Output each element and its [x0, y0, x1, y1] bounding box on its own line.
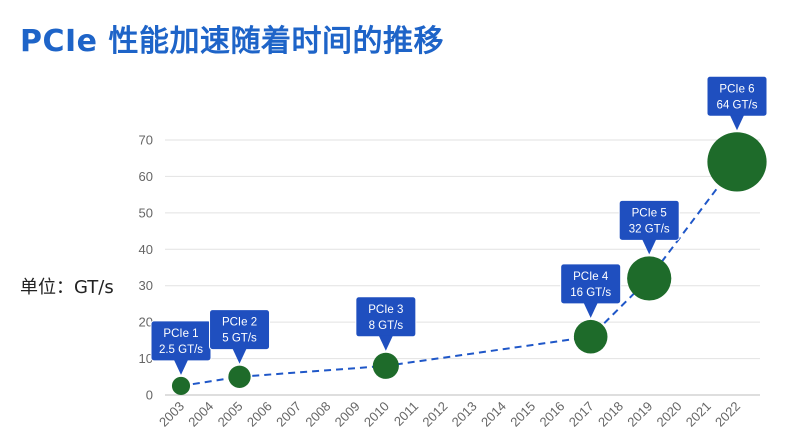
- callout-pointer: [730, 115, 744, 131]
- x-tick-label: 2011: [391, 399, 421, 429]
- callout-pointer: [232, 348, 247, 364]
- callout-pointer: [378, 335, 393, 351]
- callout-label: PCIe 1: [163, 328, 198, 340]
- callout-value: 32 GT/s: [629, 223, 670, 235]
- callout-value: 64 GT/s: [717, 99, 758, 111]
- data-point-pcie-5: [627, 256, 672, 301]
- callout-value: 2.5 GT/s: [159, 344, 203, 356]
- data-points: [171, 132, 767, 395]
- data-point-pcie-3: [372, 352, 399, 379]
- x-tick-label: 2018: [595, 399, 626, 430]
- x-tick-label: 2009: [332, 399, 363, 430]
- data-point-pcie-2: [228, 365, 251, 388]
- data-point-pcie-6: [707, 132, 767, 192]
- callout-pointer: [583, 302, 598, 318]
- y-axis-ticks: 0 10 20 30 40 50 60 70: [139, 133, 153, 403]
- y-tick-label: 70: [139, 133, 153, 148]
- x-tick-label: 2014: [478, 399, 509, 430]
- callout-pointer: [642, 239, 657, 255]
- data-point-pcie-4: [573, 319, 608, 354]
- x-tick-label: 2017: [566, 399, 597, 430]
- x-tick-label: 2003: [156, 399, 187, 430]
- x-tick-label: 2005: [215, 399, 246, 430]
- x-tick-label: 2004: [185, 399, 216, 430]
- y-tick-label: 60: [139, 169, 153, 184]
- callout-label: PCIe 3: [368, 304, 403, 316]
- y-tick-label: 50: [139, 205, 153, 220]
- y-tick-label: 20: [139, 315, 153, 330]
- callout-label: PCIe 6: [719, 83, 754, 95]
- y-tick-label: 30: [139, 278, 153, 293]
- callout-value: 5 GT/s: [222, 333, 257, 345]
- x-tick-label: 2021: [683, 399, 714, 430]
- x-tick-label: 2020: [654, 399, 685, 430]
- callout-pcie-1: PCIe 1 2.5 GT/s: [150, 320, 212, 375]
- y-tick-label: 10: [139, 351, 153, 366]
- x-tick-label: 2007: [273, 399, 304, 430]
- x-tick-label: 2008: [302, 399, 333, 430]
- data-point-pcie-1: [171, 376, 191, 395]
- callout-pcie-4: PCIe 4 16 GT/s: [560, 263, 622, 318]
- callout-pcie-3: PCIe 3 8 GT/s: [355, 296, 417, 351]
- callout-pcie-6: PCIe 6 64 GT/s: [706, 75, 768, 131]
- y-tick-label: 0: [146, 388, 153, 403]
- x-tick-label: 2015: [507, 399, 538, 430]
- x-tick-label: 2022: [712, 399, 743, 430]
- y-unit-label: 单位：GT/s: [20, 277, 114, 298]
- callout-pcie-2: PCIe 2 5 GT/s: [209, 309, 271, 364]
- x-tick-label: 2010: [361, 399, 392, 430]
- callout-pointer: [174, 359, 188, 375]
- x-tick-label: 2019: [624, 399, 655, 430]
- chart-grid: [165, 139, 760, 396]
- page-title: PCIe 性能加速随着时间的推移: [20, 24, 444, 59]
- x-tick-label: 2016: [536, 399, 567, 430]
- y-tick-label: 40: [139, 242, 153, 257]
- callout-label: PCIe 5: [632, 207, 667, 219]
- callout-value: 8 GT/s: [369, 320, 404, 332]
- callout-label: PCIe 4: [573, 271, 609, 283]
- callout-value: 16 GT/s: [570, 287, 611, 299]
- callout-pcie-5: PCIe 5 32 GT/s: [618, 199, 680, 255]
- x-tick-label: 2013: [449, 399, 480, 430]
- x-axis-ticks: 2003200420052006200720082009201020112012…: [156, 399, 743, 430]
- x-tick-label: 2012: [419, 399, 450, 430]
- callout-label: PCIe 2: [222, 317, 257, 329]
- x-tick-label: 2006: [244, 399, 275, 430]
